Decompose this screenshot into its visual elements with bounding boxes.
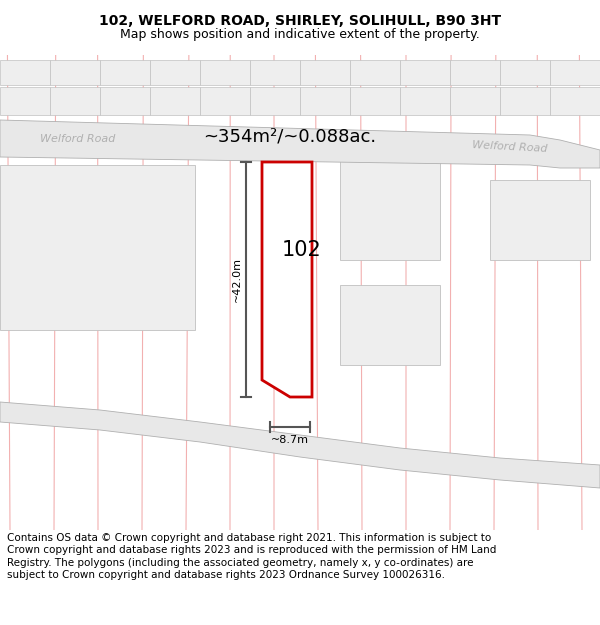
Bar xyxy=(200,60,250,85)
Bar xyxy=(340,285,440,365)
Text: ~8.7m: ~8.7m xyxy=(271,435,309,445)
Bar xyxy=(400,87,450,115)
Bar xyxy=(200,87,250,115)
Bar xyxy=(400,60,450,85)
Bar xyxy=(0,165,195,330)
Text: 102, WELFORD ROAD, SHIRLEY, SOLIHULL, B90 3HT: 102, WELFORD ROAD, SHIRLEY, SOLIHULL, B9… xyxy=(99,14,501,28)
Text: ~42.0m: ~42.0m xyxy=(232,257,242,302)
Bar xyxy=(450,87,500,115)
Bar xyxy=(500,60,550,85)
Bar xyxy=(450,60,500,85)
Bar xyxy=(0,60,50,85)
Text: 102: 102 xyxy=(282,239,322,259)
Bar xyxy=(490,180,590,260)
Bar xyxy=(150,87,200,115)
Text: Contains OS data © Crown copyright and database right 2021. This information is : Contains OS data © Crown copyright and d… xyxy=(7,533,497,580)
Bar xyxy=(300,87,350,115)
Polygon shape xyxy=(0,120,600,168)
Bar xyxy=(250,60,300,85)
Bar xyxy=(50,87,100,115)
Polygon shape xyxy=(290,372,312,397)
Bar xyxy=(550,87,600,115)
Bar xyxy=(300,60,350,85)
Bar xyxy=(50,60,100,85)
Bar xyxy=(340,160,440,260)
Bar xyxy=(250,87,300,115)
Bar xyxy=(150,60,200,85)
Bar xyxy=(350,60,400,85)
Bar xyxy=(500,87,550,115)
Polygon shape xyxy=(0,402,600,488)
Text: Map shows position and indicative extent of the property.: Map shows position and indicative extent… xyxy=(120,28,480,41)
Bar xyxy=(100,60,150,85)
Bar xyxy=(350,87,400,115)
Bar xyxy=(0,87,50,115)
Bar xyxy=(550,60,600,85)
Bar xyxy=(100,87,150,115)
Polygon shape xyxy=(262,162,312,397)
Text: Welford Road: Welford Road xyxy=(472,139,548,154)
Text: ~354m²/~0.088ac.: ~354m²/~0.088ac. xyxy=(203,127,377,146)
Text: Welford Road: Welford Road xyxy=(40,134,116,144)
